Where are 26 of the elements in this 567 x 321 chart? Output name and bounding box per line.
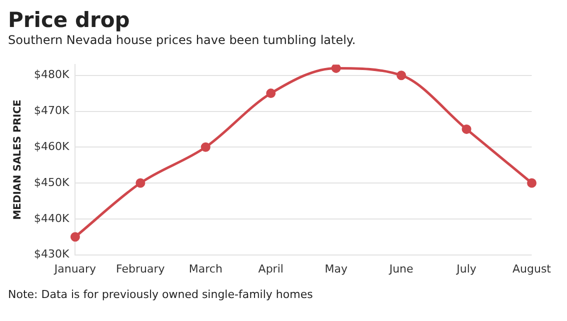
- y-tick-label: $450K: [34, 176, 70, 189]
- text: Note: Data is for previously owned single-family homes: [8, 288, 314, 302]
- point: [462, 124, 472, 134]
- point: [70, 232, 80, 242]
- y-axis-title: MEDIAN SALES PRICE: [12, 99, 24, 220]
- point: [331, 64, 341, 73]
- y-tick-label: $430K: [34, 248, 70, 261]
- x-tick-label: March: [188, 262, 222, 276]
- x-tick-label: June: [388, 262, 414, 276]
- point: [200, 142, 210, 152]
- x-tick-label: July: [456, 262, 477, 276]
- x-tick-label: April: [258, 262, 284, 276]
- y-tick-label: $480K: [34, 68, 70, 82]
- chart-title: Price drop: [8, 8, 131, 32]
- chart-subtitle: Southern Nevada house prices have been tumbling lately.: [8, 32, 357, 48]
- y-tick-label: $440K: [34, 212, 70, 225]
- x-tick-label: February: [116, 262, 166, 276]
- y-tick-label: $460K: [34, 140, 70, 153]
- point: [527, 178, 537, 188]
- point: [136, 178, 146, 188]
- point: [266, 88, 276, 98]
- y-tick-label: $470K: [34, 104, 70, 118]
- x-tick-label: August: [512, 262, 552, 276]
- point: [396, 70, 406, 80]
- x-tick-label: January: [53, 262, 97, 276]
- x-tick-label: May: [324, 262, 348, 276]
